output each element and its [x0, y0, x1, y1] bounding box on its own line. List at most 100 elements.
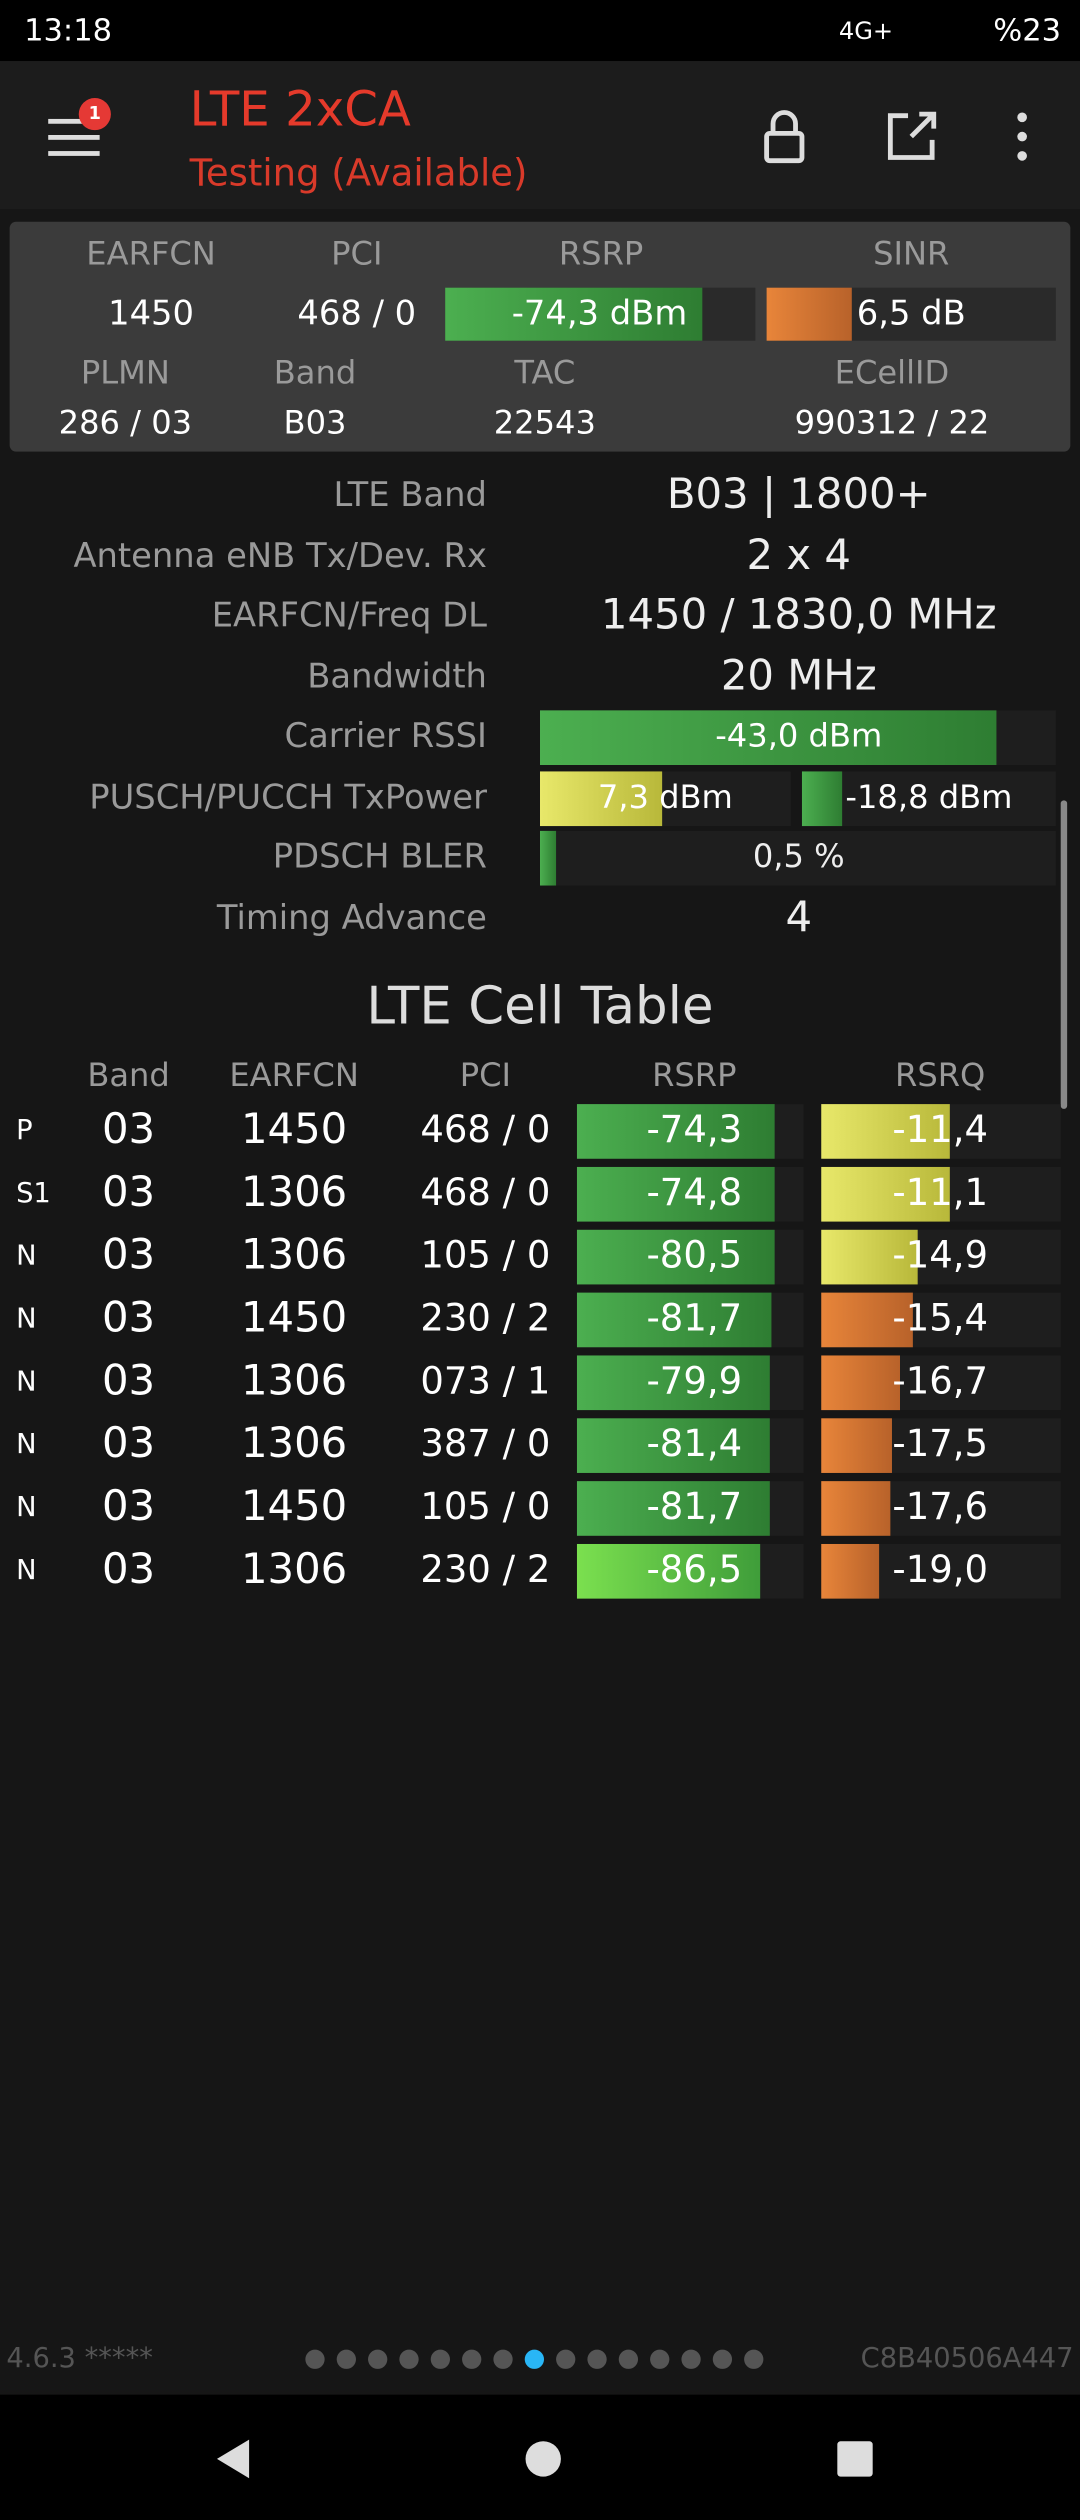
page-dot[interactable] [744, 2349, 764, 2369]
cell-pci: 073 / 1 [420, 1359, 550, 1402]
subtitle: Testing (Available) [189, 152, 528, 195]
cell-rsrp: -86,5 [646, 1548, 742, 1591]
detail-label: Antenna eNB Tx/Dev. Rx [73, 536, 487, 575]
cell-rsrp: -74,8 [646, 1171, 742, 1214]
rsrp-bar [576, 1104, 775, 1159]
cell-rsrq: -17,6 [892, 1485, 988, 1528]
back-button[interactable] [216, 2439, 250, 2479]
cell-rsrq: -14,9 [892, 1234, 988, 1277]
rsrp-bar [576, 1229, 775, 1285]
cell-band: 03 [102, 1544, 155, 1593]
rsrp-bar [576, 1543, 761, 1599]
detail-label: EARFCN/Freq DL [212, 596, 487, 635]
cell-rsrq: -11,4 [892, 1108, 988, 1151]
summary-value: -74,3 dBm [512, 294, 688, 333]
cell-rsrp: -79,9 [646, 1359, 742, 1402]
page-dot[interactable] [493, 2349, 513, 2369]
cell-type: N [16, 1366, 36, 1397]
cell-type: N [16, 1241, 36, 1272]
bar-bg [801, 771, 1056, 827]
network: 4G+ [839, 17, 893, 45]
cell-rsrq: -19,0 [892, 1548, 988, 1591]
column-header: RSRQ [895, 1056, 985, 1094]
recents-button[interactable] [837, 2441, 873, 2477]
detail-value: B03 | 1800+ [667, 469, 931, 518]
summary-header: PLMN [81, 353, 170, 391]
page-dot[interactable] [462, 2349, 482, 2369]
detail-label: PUSCH/PUCCH TxPower [89, 777, 487, 816]
bar-bg [540, 830, 1056, 886]
detail-label: Carrier RSSI [285, 716, 487, 755]
rsrq-bar [821, 1481, 891, 1536]
detail-label: Timing Advance [216, 898, 487, 937]
summary-header: TAC [513, 353, 575, 391]
cell-rsrq: -17,5 [892, 1422, 988, 1465]
detail-value: -43,0 dBm [715, 717, 882, 755]
device-id: C8B40506A447 [861, 2343, 1074, 2374]
cell-pci: 468 / 0 [420, 1108, 550, 1151]
rsrq-bar [821, 1543, 880, 1599]
page-dot[interactable] [336, 2349, 356, 2369]
detail-label: Bandwidth [307, 657, 487, 696]
page-dot[interactable] [556, 2349, 576, 2369]
badge-count: 1 [89, 104, 101, 124]
hamburger[interactable] [48, 118, 100, 156]
rsrp-bar [576, 1292, 772, 1348]
summary-value: 6,5 dB [857, 294, 966, 333]
page-dot[interactable] [618, 2349, 639, 2369]
pusch-bar [540, 771, 663, 827]
cell-earfcn: 1306 [241, 1544, 347, 1593]
cell-rsrp: -81,7 [646, 1296, 742, 1339]
summary-value: 22543 [494, 403, 596, 441]
cell-earfcn: 1306 [241, 1418, 347, 1467]
page-dot[interactable] [430, 2349, 450, 2369]
rsrp-bar [576, 1355, 770, 1411]
column-header: PCI [460, 1056, 511, 1094]
cell-rsrp: -81,7 [646, 1485, 742, 1528]
column-header: RSRP [652, 1056, 736, 1094]
menu-icon[interactable] [1017, 112, 1027, 161]
summary-value: B03 [284, 403, 347, 441]
summary-header: RSRP [559, 235, 643, 273]
cell-pci: 105 / 0 [420, 1485, 550, 1528]
badge [78, 98, 111, 131]
cell-band: 03 [102, 1104, 155, 1153]
page-dot[interactable] [368, 2349, 388, 2369]
cell-type: S1 [16, 1178, 51, 1209]
cell-earfcn: 1450 [241, 1481, 347, 1530]
cell-pci: 230 / 2 [420, 1548, 550, 1591]
page-dot[interactable] [305, 2349, 325, 2369]
cell-pci: 230 / 2 [420, 1296, 550, 1339]
sinr-bar [766, 287, 852, 341]
version: 4.6.3 ***** [6, 2343, 152, 2374]
summary-value: 468 / 0 [297, 294, 416, 333]
home-button[interactable] [525, 2441, 561, 2477]
detail-value: 2 x 4 [747, 530, 851, 579]
cell-rsrq: -15,4 [892, 1296, 988, 1339]
cell-pci: 468 / 0 [420, 1171, 550, 1214]
rsrp-bar [576, 1166, 775, 1222]
cell-earfcn: 1306 [241, 1355, 347, 1404]
page-dot[interactable] [712, 2349, 733, 2369]
page-dot[interactable] [587, 2349, 607, 2369]
cell-rsrq: -16,7 [892, 1359, 988, 1402]
rssi-bar [540, 710, 997, 765]
cell-earfcn: 1306 [241, 1230, 347, 1279]
cell-band: 03 [102, 1292, 155, 1341]
cell-pci: 387 / 0 [420, 1422, 550, 1465]
cell-earfcn: 1450 [241, 1104, 347, 1153]
page-dot[interactable] [681, 2349, 701, 2369]
column-header: EARFCN [229, 1056, 359, 1094]
cell-rsrp: -80,5 [646, 1234, 742, 1277]
cell-band: 03 [102, 1167, 155, 1216]
page-dot[interactable] [524, 2349, 545, 2369]
table-title: LTE Cell Table [366, 976, 713, 1036]
page-dot[interactable] [650, 2349, 670, 2369]
cell-rsrq: -11,1 [892, 1171, 988, 1214]
page-dot[interactable] [399, 2349, 419, 2369]
pucch-bar [801, 771, 843, 827]
share-icon[interactable] [887, 111, 937, 160]
lock-icon[interactable] [764, 130, 805, 164]
detail-label: LTE Band [333, 475, 486, 514]
